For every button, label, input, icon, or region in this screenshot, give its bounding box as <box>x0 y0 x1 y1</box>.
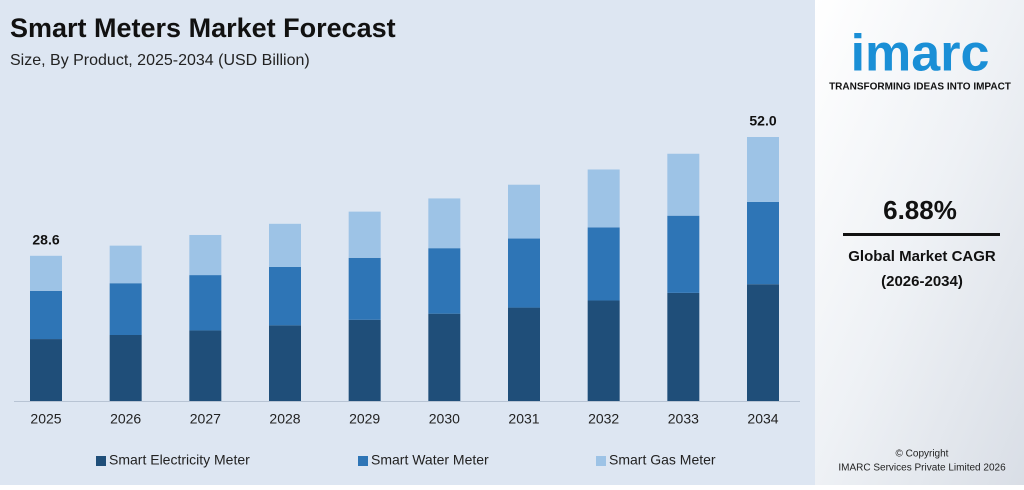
total-label: 28.6 <box>32 232 59 248</box>
legend-label: Smart Electricity Meter <box>109 452 250 468</box>
bar-segment <box>189 330 222 401</box>
bar-segment <box>189 234 222 276</box>
bar-segment <box>109 283 142 335</box>
bar-segment <box>189 275 222 331</box>
bar-segment <box>269 223 301 267</box>
legend-swatch <box>358 456 368 466</box>
bar-segment <box>747 137 779 202</box>
chart-subtitle: Size, By Product, 2025-2034 (USD Billion… <box>10 52 310 69</box>
company: IMARC Services Private Limited 2026 <box>838 463 1006 474</box>
x-tick-label: 2028 <box>269 411 300 427</box>
bar-segment <box>348 257 381 320</box>
bar-segment <box>428 248 461 314</box>
bar-segment <box>30 290 62 340</box>
bar-segment <box>667 292 700 401</box>
bar-segment <box>508 238 540 308</box>
x-tick-label: 2033 <box>668 411 699 427</box>
cagr-label: Global Market CAGR <box>848 248 996 265</box>
cagr-value: 6.88% <box>883 195 957 225</box>
bar-segment <box>747 284 779 401</box>
x-tick-label: 2031 <box>508 411 539 427</box>
bar-segment <box>428 313 461 401</box>
x-tick-label: 2034 <box>747 411 778 427</box>
bar-segment <box>508 307 540 401</box>
x-tick-label: 2029 <box>349 411 380 427</box>
x-tick-label: 2032 <box>588 411 619 427</box>
legend-swatch <box>596 456 606 466</box>
bar-segment <box>747 201 779 285</box>
bar-segment <box>109 335 142 401</box>
side-panel <box>815 0 1024 485</box>
bar-segment <box>30 255 62 291</box>
x-tick-label: 2030 <box>429 411 460 427</box>
bar-segment <box>348 319 381 401</box>
bar-segment <box>587 300 620 401</box>
cagr-period: (2026-2034) <box>881 273 963 290</box>
logo: imarc <box>851 25 990 83</box>
chart-title: Smart Meters Market Forecast <box>10 13 396 43</box>
bar-segment <box>667 215 700 293</box>
bar-segment <box>667 153 700 216</box>
bar-segment <box>428 198 461 249</box>
x-tick-label: 2027 <box>190 411 221 427</box>
bar-segment <box>269 325 301 401</box>
bar-segment <box>269 266 301 326</box>
x-tick-label: 2025 <box>30 411 61 427</box>
bar-segment <box>109 245 142 284</box>
total-label: 52.0 <box>749 113 776 129</box>
bar-segment <box>587 227 620 301</box>
tagline: TRANSFORMING IDEAS INTO IMPACT <box>829 82 1011 93</box>
legend-label: Smart Water Meter <box>371 452 489 468</box>
copyright: © Copyright <box>896 449 949 460</box>
bar-segment <box>30 339 62 401</box>
bar-segment <box>348 211 381 258</box>
x-tick-label: 2026 <box>110 411 141 427</box>
legend-swatch <box>96 456 106 466</box>
bar-segment <box>508 184 540 239</box>
divider <box>843 233 1000 236</box>
bar-segment <box>587 169 620 228</box>
legend-label: Smart Gas Meter <box>609 452 716 468</box>
